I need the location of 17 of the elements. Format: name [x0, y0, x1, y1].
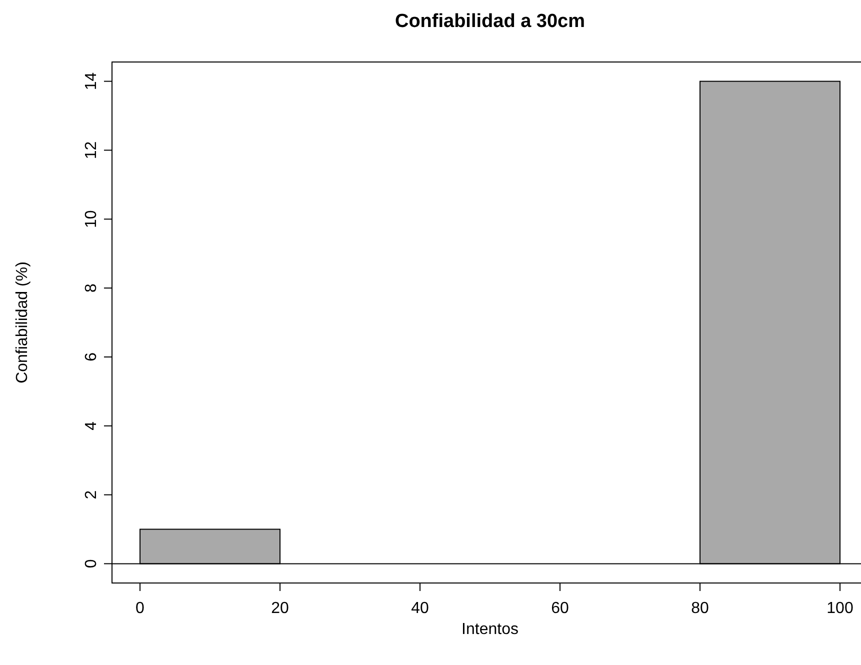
x-tick-label: 100	[826, 600, 854, 617]
y-tick-label: 6	[83, 352, 100, 362]
y-tick-label: 12	[83, 141, 100, 160]
y-tick-label: 8	[83, 283, 100, 292]
y-axis-title: Confiabilidad (%)	[14, 262, 31, 384]
y-tick-label: 2	[83, 490, 100, 500]
x-tick-label: 20	[271, 600, 289, 617]
y-tick-label: 0	[83, 559, 100, 568]
y-tick-label: 10	[83, 210, 100, 228]
y-tick-label: 4	[83, 421, 100, 430]
x-tick-label: 60	[551, 600, 569, 617]
x-tick-label: 80	[691, 600, 709, 617]
x-tick-label: 40	[411, 600, 429, 617]
y-tick-label: 14	[83, 72, 100, 90]
chart-title: Confiabilidad a 30cm	[394, 11, 586, 32]
x-tick-label: 0	[136, 600, 145, 617]
x-axis-title: Intentos	[462, 621, 518, 638]
